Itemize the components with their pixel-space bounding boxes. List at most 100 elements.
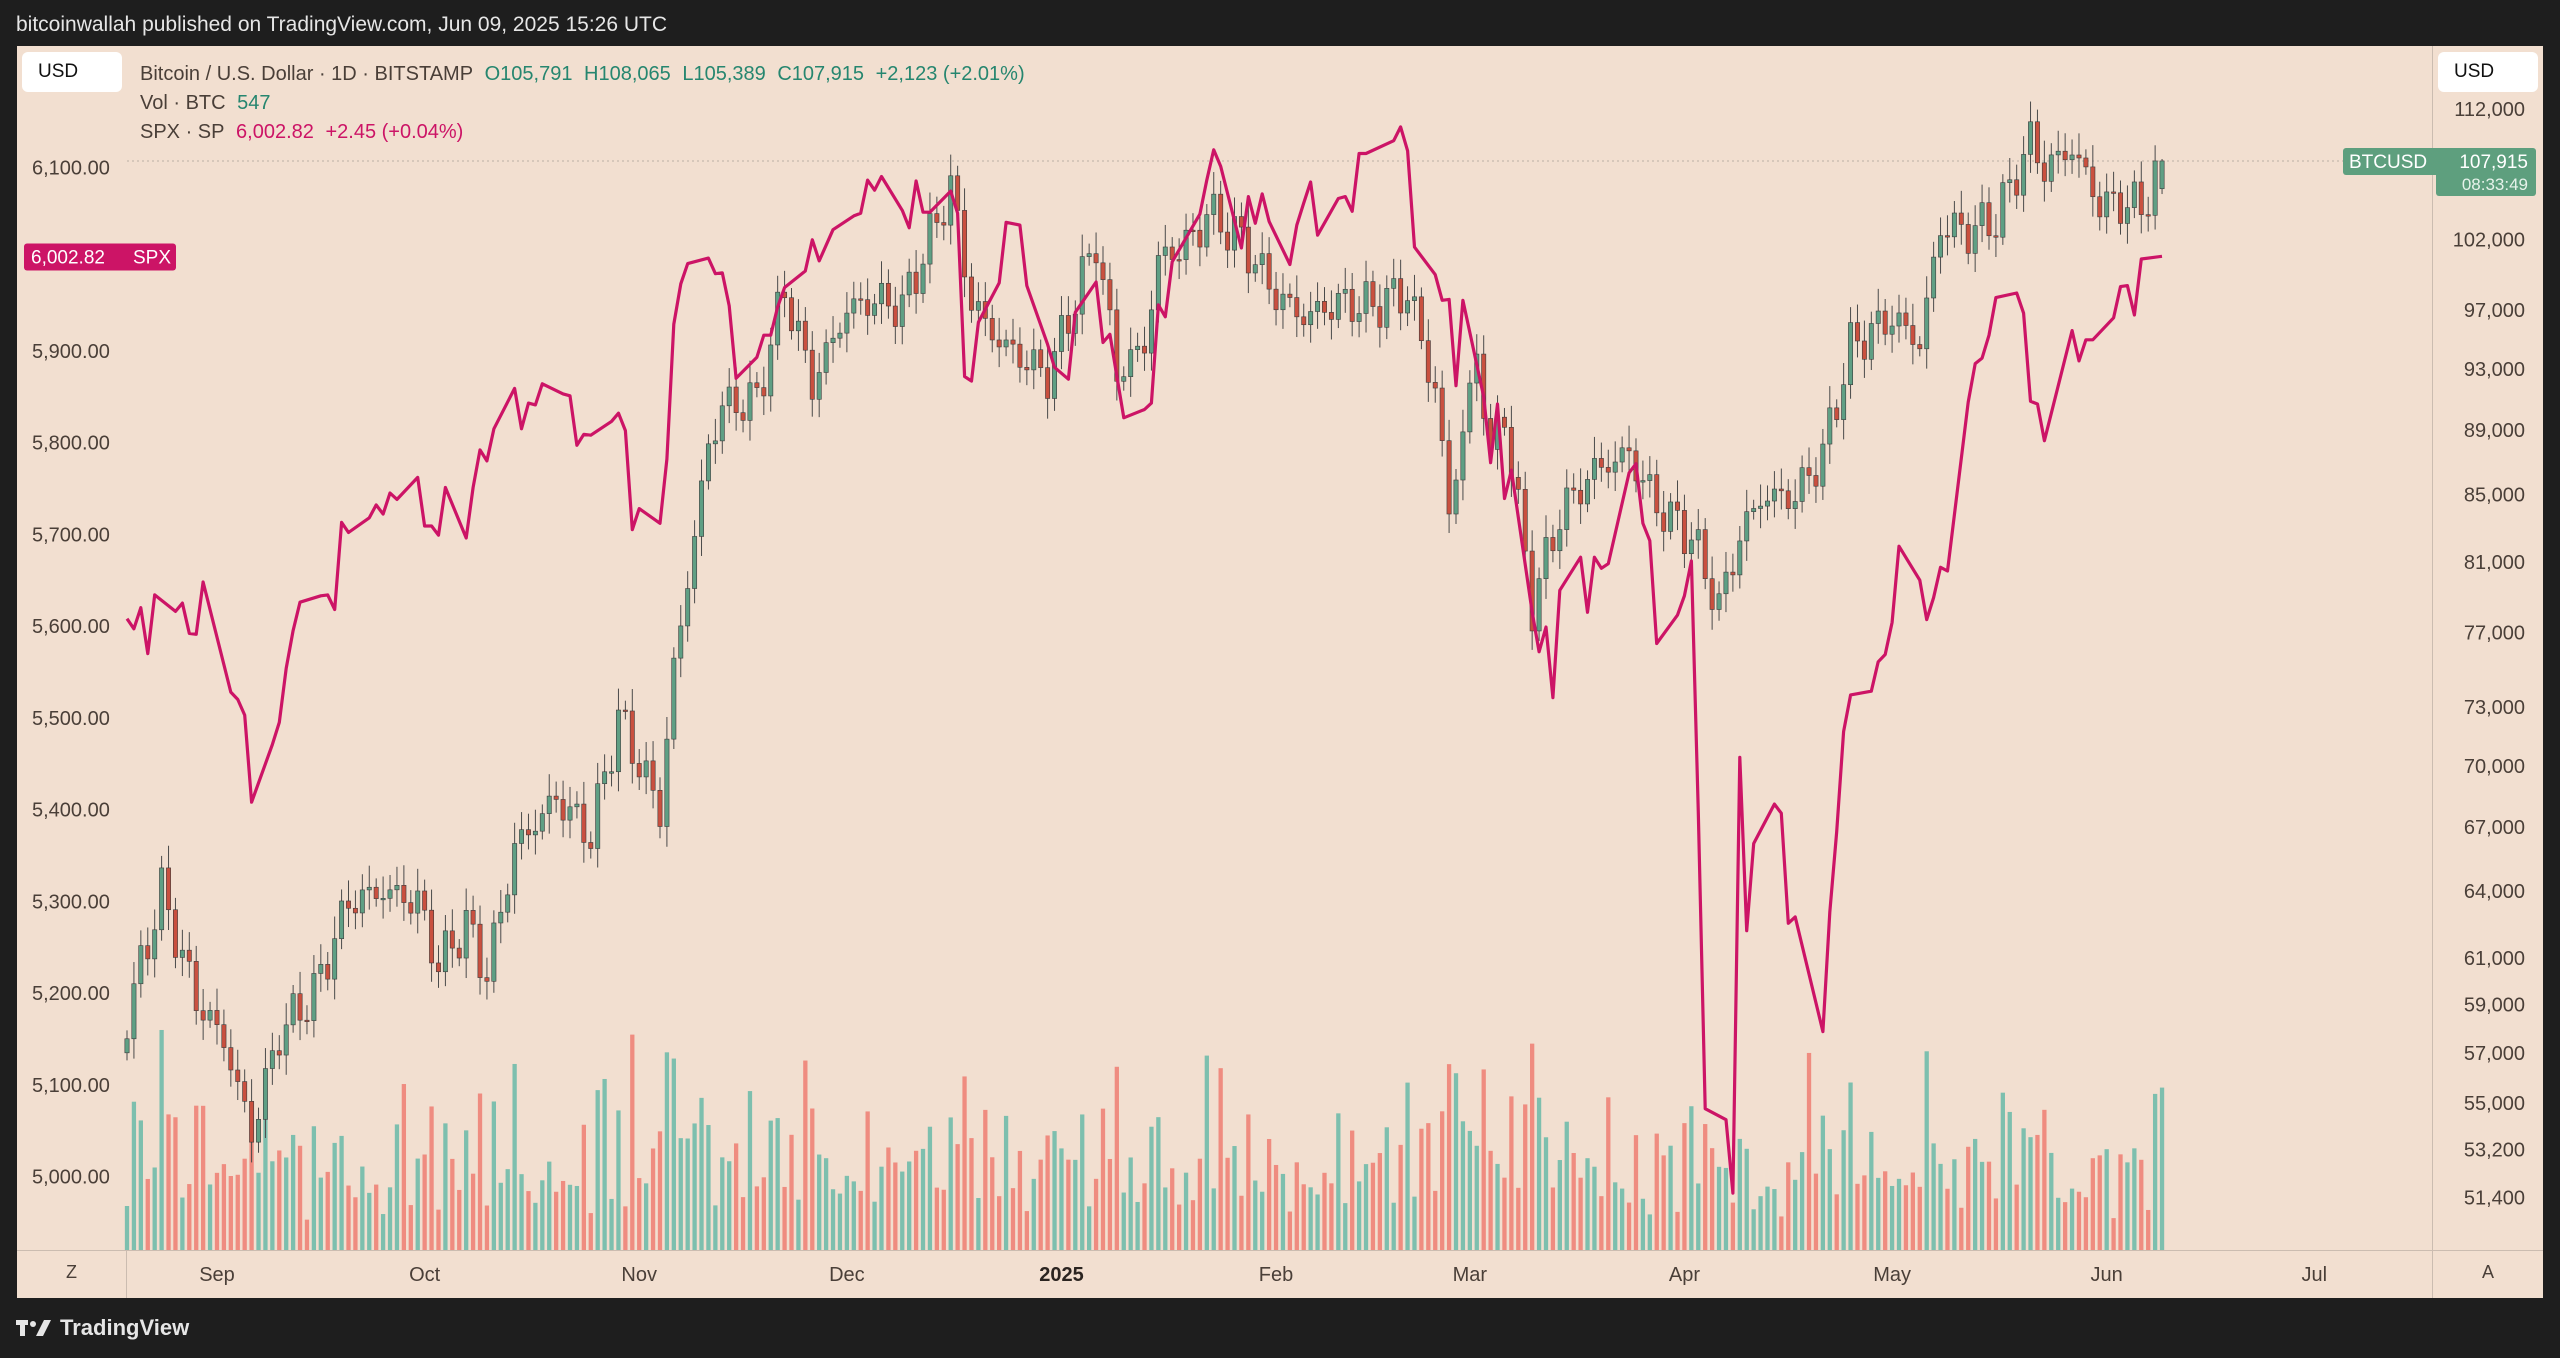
volume-bar [630,1034,635,1250]
volume-bar [1993,1198,1999,1250]
volume-bar [1322,1172,1327,1250]
left-currency-button[interactable]: USD [22,52,122,92]
volume-bar [1329,1183,1334,1250]
volume-bar [1896,1178,1902,1250]
volume-bar [470,1173,476,1250]
volume-bar [1599,1196,1604,1250]
candle-body [1640,480,1646,483]
tradingview-logo[interactable]: TradingView [16,1313,189,1343]
volume-bar [498,1182,503,1250]
legend-spx-value: 6,002.82 [236,121,314,143]
volume-bar [623,1206,628,1250]
legend-spx-row[interactable]: SPX · SP 6,002.82 +2.45 (+0.04%) [140,118,1031,147]
volume-bar [1093,1178,1099,1250]
candle-body [879,282,884,305]
candle-body [1342,288,1348,294]
candle-body [1695,529,1701,541]
candle-body [387,889,393,899]
volume-bar [810,1108,815,1250]
volume-bar [332,1142,337,1250]
time-axis-label: Mar [1453,1264,1488,1286]
volume-bar [1031,1178,1036,1250]
volume-bar [830,1189,836,1250]
candle-body [186,949,192,962]
right-axis-tick-label: 64,000 [2464,881,2525,903]
volume-bar [429,1106,434,1250]
candle-body [332,938,338,980]
candle-body [179,949,185,958]
volume-bar [1799,1152,1805,1250]
candle-body [581,803,587,843]
volume-bar [180,1197,185,1250]
volume-bar [2159,1087,2165,1250]
volume-bar [394,1124,400,1250]
volume-bar [1301,1184,1306,1250]
volume-bar [173,1117,178,1250]
volume-bar [1218,1068,1223,1250]
candle-body [1986,202,1992,237]
candle-body [602,771,608,785]
volume-bar [1619,1188,1625,1250]
right-axis-tick-label: 53,200 [2464,1139,2525,1161]
volume-bar [2104,1149,2109,1250]
candle-body [1647,474,1653,481]
volume-bar [311,1126,317,1250]
candle-body [1252,264,1258,274]
left-axis-tick-label: 5,200.00 [32,983,110,1005]
volume-bar [297,1145,303,1250]
volume-bar [1661,1155,1666,1250]
volume-bar [796,1199,801,1250]
candle-body [692,536,698,589]
volume-bar [1592,1166,1597,1250]
volume-bar [962,1076,967,1250]
volume-bar [920,1148,926,1250]
legend-vol-row[interactable]: Vol · BTC 547 [140,89,1031,118]
candle-body [519,829,524,844]
volume-bar [1467,1130,1472,1250]
candle-body [851,298,857,314]
volume-bar [761,1177,766,1250]
volume-bar [1654,1133,1659,1250]
candle-body [1384,288,1390,328]
candle-body [1688,539,1694,555]
volume-bar [450,1158,455,1250]
candle-body [2124,207,2130,224]
volume-bar [990,1157,995,1250]
candle-body [532,830,538,836]
candle-body [276,1050,282,1056]
volume-bar [374,1184,379,1250]
candle-body [373,886,379,899]
candle-body [678,625,684,659]
candle-body [339,900,345,939]
candle-body [802,320,808,351]
right-axis-border [2432,46,2433,1251]
volume-bar [194,1105,199,1250]
volume-bar [2152,1093,2158,1250]
legend-btc-row[interactable]: Bitcoin / U.S. Dollar · 1D · BITSTAMP O1… [140,60,1031,89]
candle-body [2069,154,2075,161]
auto-scale-toggle-right[interactable]: A [2482,1262,2495,1282]
right-currency-button[interactable]: USD [2438,52,2538,92]
btc-badge-symbol-bg [2343,147,2444,175]
candle-body [1716,593,1722,610]
candle-body [1439,387,1445,441]
volume-bar [367,1192,372,1250]
volume-bar [1003,1115,1009,1250]
volume-bar [1696,1183,1701,1250]
candle-body [1294,297,1300,318]
volume-bar [512,1063,517,1250]
log-scale-toggle-left[interactable]: Z [66,1262,77,1282]
tradingview-logo-icon [16,1320,51,1336]
candle-body [1211,193,1217,215]
candle-body [235,1069,241,1082]
candle-body [858,298,864,301]
candle-body [1993,235,1999,238]
candle-body [1086,253,1092,257]
volume-bar [1149,1126,1154,1250]
volume-bar [1945,1188,1950,1250]
btc-price-badge: BTCUSD 107,915 08:33:49 [2343,147,2536,196]
candle-body [290,993,296,1026]
volume-bar [1398,1144,1403,1250]
candle-body [872,303,878,316]
